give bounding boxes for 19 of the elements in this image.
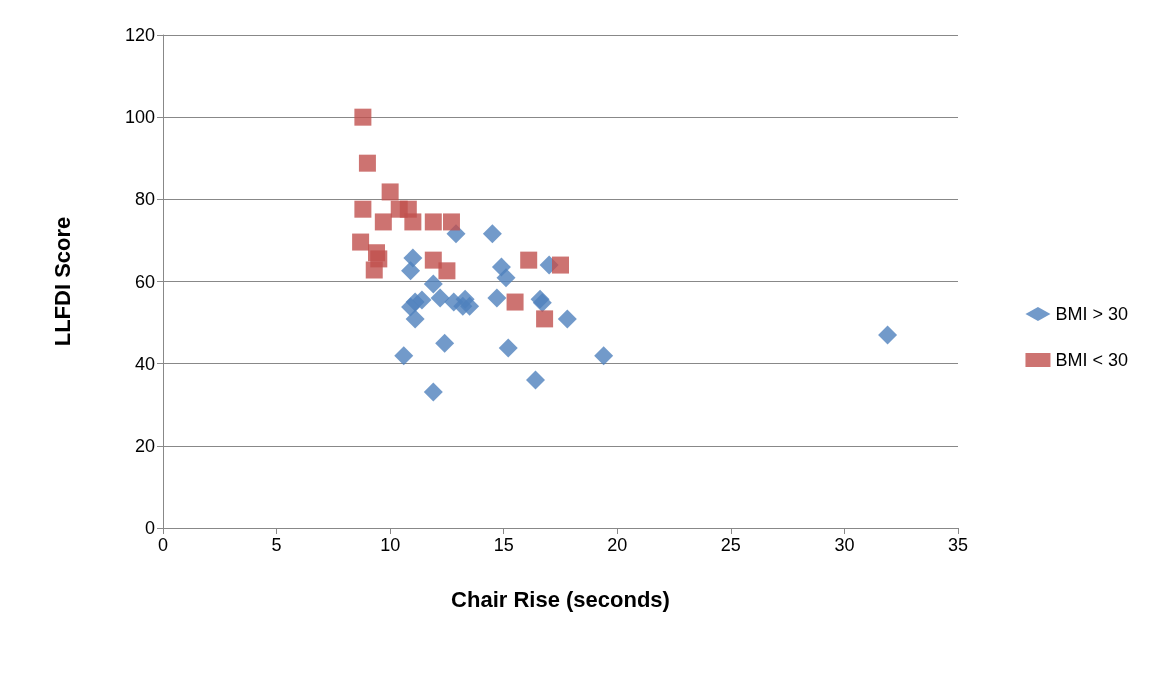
x-tick-label: 25 [720, 535, 741, 555]
x-tick-label: 15 [493, 535, 514, 555]
x-tick-label: 20 [607, 535, 628, 555]
y-tick-label: 100 [124, 107, 155, 128]
x-axis-title: Chair Rise (seconds) [451, 586, 670, 612]
x-tick-label: 35 [947, 535, 969, 555]
y-axis-title: LLFDI Score [49, 216, 75, 347]
y-tick-label: 40 [134, 353, 155, 374]
y-tick-label: 60 [134, 271, 155, 292]
legend-label: BMI > 30 [1055, 304, 1129, 324]
y-tick-label: 20 [134, 435, 155, 456]
x-tick-label: 10 [380, 535, 401, 555]
x-tick-label: 0 [157, 535, 169, 555]
x-tick-label: 30 [834, 535, 855, 555]
y-tick-label: 0 [144, 518, 155, 538]
y-tick-label: 80 [134, 189, 155, 210]
x-tick-label: 5 [271, 535, 282, 555]
legend-label: BMI < 30 [1055, 350, 1129, 370]
y-tick-label: 120 [124, 25, 155, 45]
